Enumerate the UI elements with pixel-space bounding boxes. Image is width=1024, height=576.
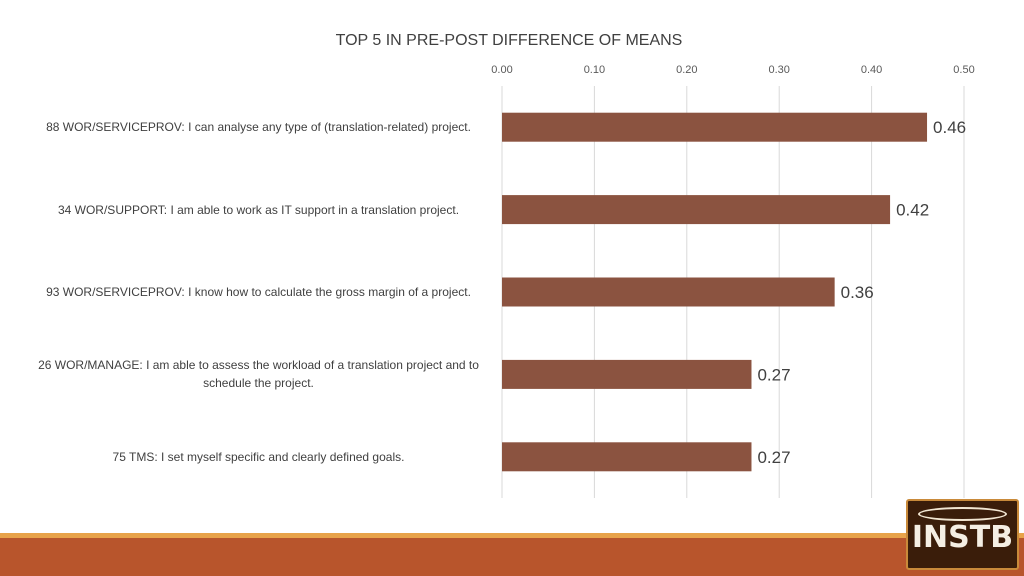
x-tick-label: 0.00 <box>491 64 512 76</box>
footer-accent-line <box>0 533 1024 538</box>
bar <box>502 277 835 307</box>
bar <box>502 112 928 142</box>
bar <box>502 442 752 472</box>
x-tick-label: 0.50 <box>953 64 974 76</box>
x-tick-label: 0.10 <box>584 64 605 76</box>
bar <box>502 195 891 225</box>
category-label: 34 WOR/SUPPORT: I am able to work as IT … <box>57 202 460 217</box>
chart-title: TOP 5 IN PRE-POST DIFFERENCE OF MEANS <box>335 32 683 49</box>
data-label: 0.27 <box>757 448 790 467</box>
x-tick-label: 0.30 <box>768 64 789 76</box>
logo-ring-icon <box>918 507 1007 521</box>
logo-text: INSTB <box>911 520 1014 555</box>
instb-logo: INSTB <box>906 499 1019 570</box>
bar <box>502 359 752 389</box>
category-label: 75 TMS: I set myself specific and clearl… <box>112 449 405 464</box>
category-label: 26 WOR/MANAGE: I am able to assess the w… <box>38 358 479 391</box>
footer-bar <box>0 538 1024 576</box>
x-tick-label: 0.20 <box>676 64 697 76</box>
data-label: 0.46 <box>933 118 966 137</box>
data-label: 0.36 <box>841 283 874 302</box>
data-label: 0.42 <box>896 201 929 220</box>
x-tick-label: 0.40 <box>861 64 882 76</box>
data-label: 0.27 <box>757 365 790 384</box>
category-label: 93 WOR/SERVICEPROV: I know how to calcul… <box>46 285 471 299</box>
category-label: 88 WOR/SERVICEPROV: I can analyse any ty… <box>46 120 471 135</box>
